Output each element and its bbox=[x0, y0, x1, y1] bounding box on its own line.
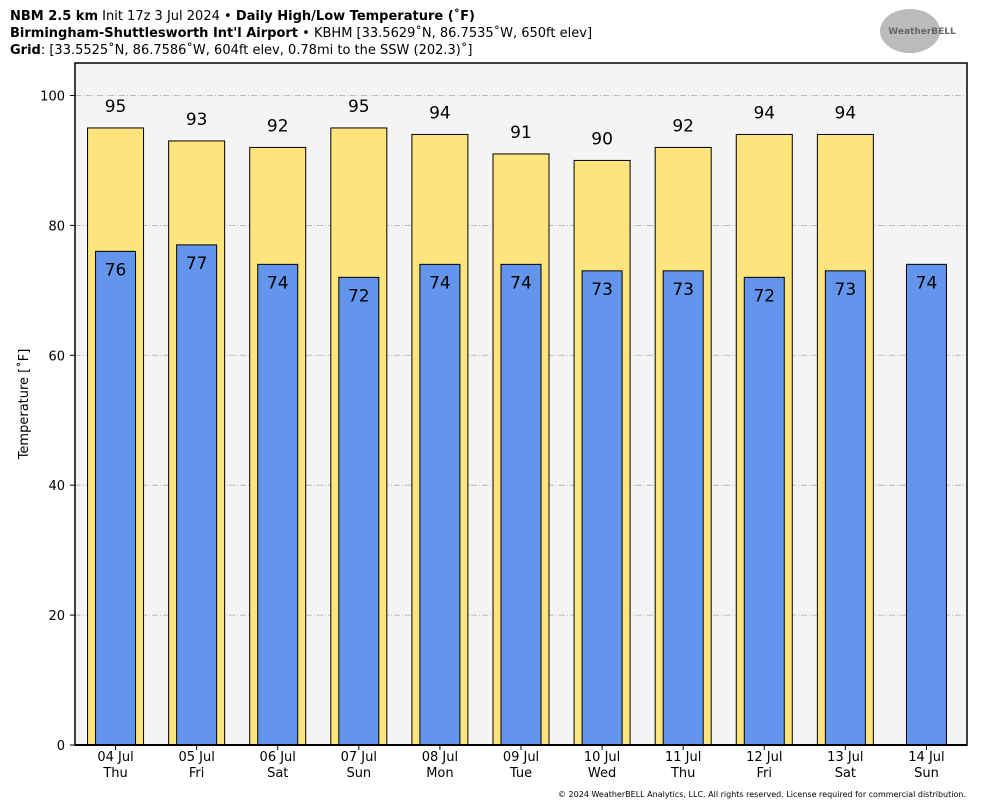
bar bbox=[500, 263, 542, 746]
x-tick-day: Fri bbox=[189, 766, 205, 781]
grid-info: Grid: [33.5525˚N, 86.7586˚W, 604ft elev,… bbox=[10, 42, 472, 58]
data-label: 72 bbox=[348, 286, 370, 306]
chart-title: NBM 2.5 km Init 17z 3 Jul 2024 • Daily H… bbox=[10, 8, 475, 24]
x-tick-day: Fri bbox=[757, 766, 773, 781]
x-tick-label: 06 Jul bbox=[260, 750, 296, 765]
y-tick-label: 0 bbox=[57, 739, 65, 754]
data-label: 74 bbox=[916, 273, 938, 293]
x-tick-day: Mon bbox=[426, 766, 453, 781]
data-label: 94 bbox=[753, 103, 775, 123]
x-tick-label: 05 Jul bbox=[178, 750, 214, 765]
x-tick-day: Sat bbox=[267, 766, 288, 781]
data-label: 91 bbox=[510, 123, 532, 143]
data-label: 92 bbox=[672, 116, 694, 136]
x-tick-label: 10 Jul bbox=[584, 750, 620, 765]
bar bbox=[662, 270, 704, 746]
bar bbox=[257, 263, 299, 746]
y-tick-label: 20 bbox=[48, 609, 65, 624]
data-label: 77 bbox=[186, 254, 208, 274]
x-tick-label: 11 Jul bbox=[665, 750, 701, 765]
bar bbox=[176, 244, 218, 746]
bar bbox=[905, 263, 947, 746]
y-tick-label: 80 bbox=[48, 219, 65, 234]
x-tick-label: 09 Jul bbox=[503, 750, 539, 765]
x-tick-label: 07 Jul bbox=[341, 750, 377, 765]
data-label: 72 bbox=[753, 286, 775, 306]
y-tick-label: 60 bbox=[48, 349, 65, 364]
x-tick-day: Sun bbox=[914, 766, 939, 781]
data-label: 73 bbox=[672, 280, 694, 300]
logo-mark bbox=[880, 9, 940, 53]
data-label: 95 bbox=[105, 97, 127, 117]
x-tick-day: Sun bbox=[346, 766, 371, 781]
bar bbox=[581, 270, 623, 746]
x-tick-day: Sat bbox=[835, 766, 856, 781]
x-tick-label: 14 Jul bbox=[908, 750, 944, 765]
data-label: 94 bbox=[835, 103, 857, 123]
x-tick-label: 12 Jul bbox=[746, 750, 782, 765]
y-tick-label: 40 bbox=[48, 479, 65, 494]
x-tick-label: 13 Jul bbox=[827, 750, 863, 765]
x-tick-day: Thu bbox=[670, 766, 695, 781]
data-label: 76 bbox=[105, 260, 127, 280]
x-tick-label: 04 Jul bbox=[97, 750, 133, 765]
chart-subtitle: Birmingham-Shuttlesworth Int'l Airport •… bbox=[10, 25, 592, 41]
data-label: 95 bbox=[348, 97, 370, 117]
data-label: 74 bbox=[429, 273, 451, 293]
bar bbox=[419, 263, 461, 746]
x-tick-day: Tue bbox=[509, 766, 532, 781]
x-tick-day: Thu bbox=[102, 766, 127, 781]
bar bbox=[743, 276, 785, 746]
y-axis-label: Temperature [˚F] bbox=[16, 349, 32, 461]
x-tick-label: 08 Jul bbox=[422, 750, 458, 765]
y-tick-label: 100 bbox=[40, 89, 65, 104]
data-label: 94 bbox=[429, 103, 451, 123]
data-label: 92 bbox=[267, 116, 289, 136]
data-label: 74 bbox=[267, 273, 289, 293]
bar bbox=[824, 270, 866, 746]
footer: © 2024 WeatherBELL Analytics, LLC. All r… bbox=[558, 790, 966, 799]
data-label: 74 bbox=[510, 273, 532, 293]
data-label: 73 bbox=[835, 280, 857, 300]
data-label: 73 bbox=[591, 280, 613, 300]
x-tick-day: Wed bbox=[588, 766, 616, 781]
bar bbox=[95, 250, 137, 746]
bar bbox=[338, 276, 380, 746]
logo: WeatherBELL bbox=[888, 27, 956, 37]
data-label: 90 bbox=[591, 129, 613, 149]
data-label: 93 bbox=[186, 110, 208, 130]
